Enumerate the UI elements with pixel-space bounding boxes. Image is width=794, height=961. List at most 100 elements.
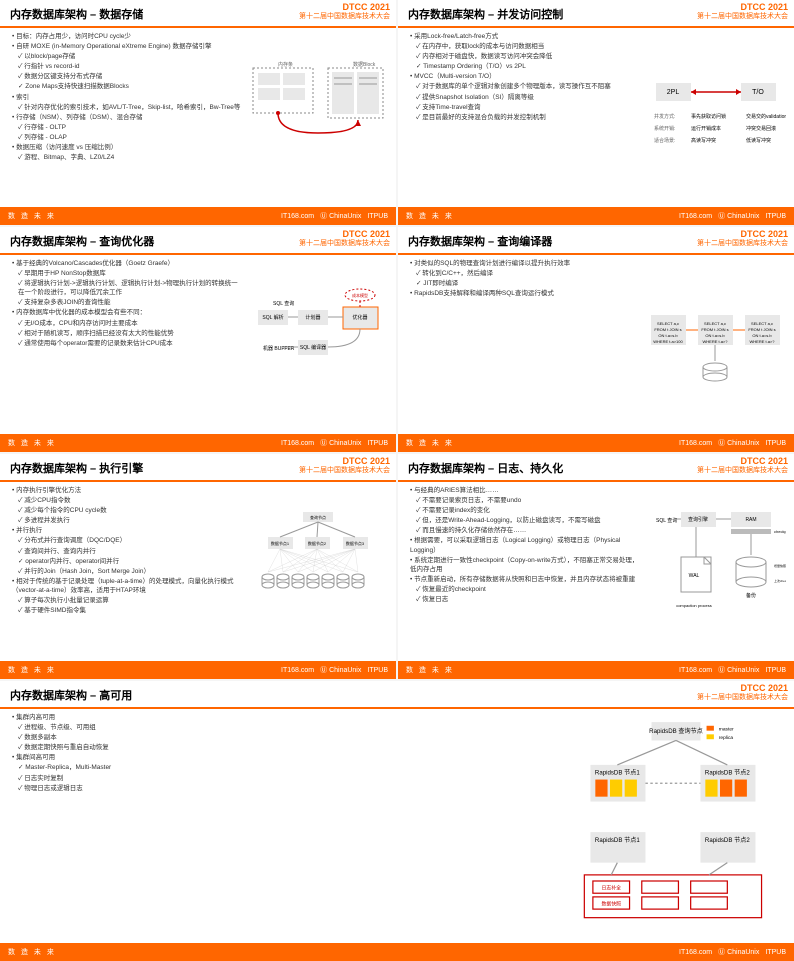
svg-text:T/O: T/O xyxy=(752,89,764,96)
sub-bullet: 数据分区键支持分布式存储 xyxy=(18,72,244,81)
footer-sponsor: ITPUB xyxy=(367,213,388,220)
bullet: 与经典的ARIES算法相比…… xyxy=(410,486,642,495)
sub-bullet: 基于硬件SIMD指令集 xyxy=(18,606,244,615)
bullet: 内存执行引擎优化方法 xyxy=(12,486,244,495)
sub-bullet: Timestamp Ordering（T/O）vs 2PL xyxy=(416,62,642,71)
sub-bullet: 并行的Join（Hash Join，Sort Merge Join） xyxy=(18,567,244,576)
bullet: RapidsDB支持解释和编译两种SQL查询运行模式 xyxy=(410,289,642,298)
bullet: 集群间高可用 xyxy=(12,753,562,762)
footer-slogan: 数 造 未 来 xyxy=(8,947,56,957)
sub-bullet: 将逻辑执行计划->逻辑执行计划、逻辑执行计划->物理执行计划的转换统一在一个阶段… xyxy=(18,279,244,297)
sub-bullet: 行存储 - OLTP xyxy=(18,123,244,132)
slide-footer: 数 造 未 来 IT168.comⓊ ChinaUnixITPUB xyxy=(0,434,396,452)
slide-text: 内存执行引擎优化方法减少CPU指令数减少每个指令的CPU cycle数多进程并发… xyxy=(8,486,244,657)
sub-bullet: 但，还是Write-Ahead-Logging，以防止磁盘读写，不需写磁盘 xyxy=(416,516,642,525)
svg-text:事先获取访问锁: 事先获取访问锁 xyxy=(691,113,726,120)
footer-sponsor: IT168.com xyxy=(281,440,314,447)
slide-title: 内存数据库架构 – 高可用 xyxy=(0,681,794,709)
svg-text:SQL 解析: SQL 解析 xyxy=(262,314,283,321)
svg-text:FROM t JOIN s: FROM t JOIN s xyxy=(748,327,775,332)
slide-diagram: SELECT a,cFROM t JOIN sON t.a=s.bWHERE t… xyxy=(646,259,786,430)
svg-text:ON t.a=s.b: ON t.a=s.b xyxy=(658,333,678,338)
svg-text:查询节点: 查询节点 xyxy=(310,514,326,520)
conf-logo: DTCC 2021第十二届中国数据库技术大会 xyxy=(299,456,390,476)
bullet: 数据压缩（访问速度 vs 压缩比例） xyxy=(12,143,244,152)
sub-bullet: 数据定期快照与重启自动恢复 xyxy=(18,743,562,752)
sub-bullet: 早期用于HP NonStop数据库 xyxy=(18,269,244,278)
bullet: 根据需要，可以采取逻辑日志（Logical Logging）或物理日志（Phys… xyxy=(410,536,642,554)
slide-4: DTCC 2021第十二届中国数据库技术大会 内存数据库架构 – 执行引擎 内存… xyxy=(0,454,396,679)
sub-bullet: 相对于随机读写，顺序扫描已经没有太大的性能优势 xyxy=(18,329,244,338)
slide-footer: 数 造 未 来 IT168.comⓊ ChinaUnixITPUB xyxy=(0,943,794,961)
svg-text:SQL 查询: SQL 查询 xyxy=(273,300,294,307)
footer-sponsor: IT168.com xyxy=(679,667,712,674)
svg-text:SELECT a,c: SELECT a,c xyxy=(657,321,679,326)
bullet: 索引 xyxy=(12,93,244,102)
svg-text:2PL: 2PL xyxy=(667,89,680,96)
sub-bullet: 恢复最近的checkpoint xyxy=(416,585,642,594)
svg-text:日志补全: 日志补全 xyxy=(601,885,621,892)
footer-sponsor: ITPUB xyxy=(765,440,786,447)
sub-bullet: 数据多副本 xyxy=(18,733,562,742)
sub-bullet: 不需要记录索页日志，不需要undo xyxy=(416,496,642,505)
svg-text:ON t.a=s.b: ON t.a=s.b xyxy=(752,333,772,338)
sub-bullet: 物理日志或逻辑日志 xyxy=(18,784,562,793)
sub-bullet: 行指针 vs record-id xyxy=(18,62,244,71)
svg-text:SELECT a,c: SELECT a,c xyxy=(751,321,773,326)
slide-diagram: RapidsDB 查询节点 master replica RapidsDB 节点… xyxy=(566,713,786,939)
footer-slogan: 数 造 未 来 xyxy=(8,438,56,448)
bullet: 节点重新启动，所有存储数据将从快照和日志中恢复，并且内存状态将被重建 xyxy=(410,575,642,584)
sub-bullet: Zone Maps支持快速扫描数据Blocks xyxy=(18,82,244,91)
svg-text:系统开销:: 系统开销: xyxy=(654,125,675,132)
slide-2: DTCC 2021第十二届中国数据库技术大会 内存数据库架构 – 查询优化器 基… xyxy=(0,227,396,452)
bullet: 系统定期进行一致性checkpoint（Copy-on-write方式），不阻塞… xyxy=(410,556,642,574)
footer-sponsor: ITPUB xyxy=(367,440,388,447)
slide-text: 采用Lock-free/Latch-free方式在内存中，获取lock的成本与访… xyxy=(406,32,642,203)
svg-text:机器 BUFFER: 机器 BUFFER xyxy=(263,345,295,352)
footer-sponsor: IT168.com xyxy=(281,667,314,674)
svg-text:数据快照: 数据快照 xyxy=(601,900,621,907)
sub-bullet: 支持复杂多表JOIN的查询性能 xyxy=(18,298,244,307)
svg-text:SELECT a,c: SELECT a,c xyxy=(704,321,726,326)
sub-bullet: 游程、Bitmap、字典、LZ0/LZ4 xyxy=(18,153,244,162)
svg-text:RapidsDB 查询节点: RapidsDB 查询节点 xyxy=(649,727,703,735)
svg-text:适合场景:: 适合场景: xyxy=(654,137,675,144)
bullet: 基于经典的Volcano/Cascades优化器（Goetz Graefe） xyxy=(12,259,244,268)
slide-footer: 数 造 未 来 IT168.comⓊ ChinaUnixITPUB xyxy=(398,207,794,225)
svg-text:SQL 编译器: SQL 编译器 xyxy=(300,344,326,351)
sub-bullet: 减少每个指令的CPU cycle数 xyxy=(18,506,244,515)
svg-text:运行开销成本: 运行开销成本 xyxy=(691,125,721,132)
bullet: 集群内高可用 xyxy=(12,713,562,722)
sub-bullet: 无I/O成本，CPU和内存访问时主要成本 xyxy=(18,319,244,328)
slide-text: 与经典的ARIES算法相比……不需要记录索页日志，不需要undo不需要记录ind… xyxy=(406,486,642,657)
conf-logo: DTCC 2021第十二届中国数据库技术大会 xyxy=(697,456,788,476)
footer-sponsor: Ⓤ ChinaUnix xyxy=(718,667,759,674)
footer-sponsor: ITPUB xyxy=(367,667,388,674)
svg-text:WHERE t.a>?: WHERE t.a>? xyxy=(749,339,775,344)
sub-bullet: 而且慢速的持久化存储依然存在…… xyxy=(416,526,642,535)
svg-text:FROM t JOIN s: FROM t JOIN s xyxy=(701,327,728,332)
bullet: 目标：内存占用少，访问时CPU cycle少 xyxy=(12,32,244,41)
svg-text:备份: 备份 xyxy=(746,592,756,599)
svg-text:checkpoint: checkpoint xyxy=(774,529,786,534)
slide-1: DTCC 2021第十二届中国数据库技术大会 内存数据库架构 – 并发访问控制 … xyxy=(398,0,794,225)
svg-text:数据节点2: 数据节点2 xyxy=(308,540,327,546)
conf-logo: DTCC 2021第十二届中国数据库技术大会 xyxy=(697,229,788,249)
footer-sponsor: IT168.com xyxy=(679,440,712,447)
bullet: 相对于传统的基于记录处理（tuple-at-a-time）的处理模式，向量化执行… xyxy=(12,577,244,595)
svg-text:并发方式:: 并发方式: xyxy=(654,113,675,120)
sub-bullet: 多进程并发执行 xyxy=(18,516,244,525)
svg-text:RapidsDB 节点1: RapidsDB 节点1 xyxy=(595,769,640,777)
slide-diagram: SQL 查询 SQL 解析 计划器 优化器 SQL 编译器 机器 BUFFER … xyxy=(248,259,388,430)
svg-text:RapidsDB 节点1: RapidsDB 节点1 xyxy=(595,836,640,844)
footer-sponsor: Ⓤ ChinaUnix xyxy=(718,213,759,220)
conf-logo: DTCC 2021第十二届中国数据库技术大会 xyxy=(299,229,390,249)
svg-text:RAM: RAM xyxy=(745,517,756,523)
svg-text:RapidsDB 节点2: RapidsDB 节点2 xyxy=(705,769,750,777)
sub-bullet: JIT即时编译 xyxy=(416,279,642,288)
svg-text:ON t.a=s.b: ON t.a=s.b xyxy=(705,333,725,338)
slide-text: 对类似的SQL的物理查询计划进行编译以提升执行效率转化到C/C++，然后编译JI… xyxy=(406,259,642,430)
sub-bullet: 减少CPU指令数 xyxy=(18,496,244,505)
footer-sponsor: IT168.com xyxy=(281,213,314,220)
sub-bullet: 不需要记录index的变化 xyxy=(416,506,642,515)
